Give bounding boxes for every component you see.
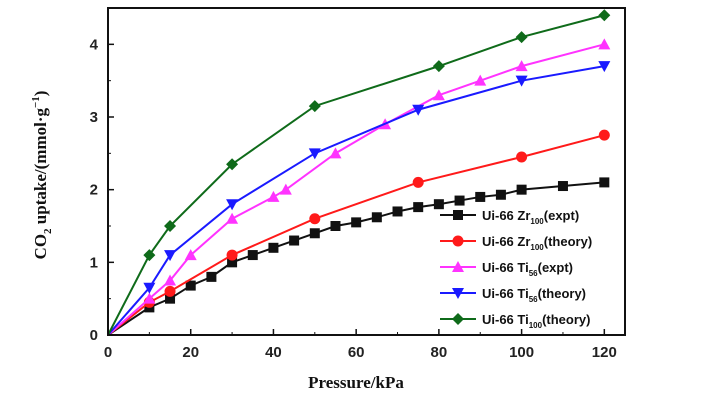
data-point	[392, 206, 403, 217]
series-line	[107, 65, 605, 336]
data-point	[143, 249, 156, 262]
data-point	[206, 271, 217, 282]
x-tick-label: 100	[509, 344, 534, 361]
data-point	[412, 104, 425, 116]
data-point	[432, 89, 445, 101]
series-4	[107, 61, 611, 336]
data-point	[226, 212, 239, 224]
data-point	[598, 38, 611, 50]
legend-label: Ui-66 Ti56(expt)	[482, 260, 573, 278]
data-point	[164, 220, 177, 232]
legend-entry-4: Ui-66 Ti56(theory)	[440, 286, 586, 304]
legend-label: Ui-66 Zr100(expt)	[482, 208, 579, 226]
data-point	[433, 199, 444, 210]
legend-entry-3: Ui-66 Ti56(expt)	[440, 260, 573, 278]
x-tick-label: 20	[182, 344, 199, 361]
data-point	[143, 292, 156, 304]
x-tick-label: 0	[104, 344, 112, 361]
data-point	[598, 129, 610, 141]
data-point	[184, 249, 197, 261]
data-point	[330, 221, 341, 231]
x-tick-label: 60	[348, 344, 365, 361]
legend: Ui-66 Zr100(expt) Ui-66 Zr100(theory) Ui-6…	[440, 208, 592, 330]
data-point	[164, 274, 177, 286]
data-point	[247, 250, 258, 261]
data-point	[454, 195, 465, 206]
data-point	[351, 217, 362, 228]
y-tick-label: 2	[90, 182, 98, 199]
y-axis-title: CO2 uptake/(mmol·g−1)	[30, 91, 54, 260]
series-line	[107, 14, 605, 336]
data-point	[185, 280, 196, 291]
data-point	[474, 74, 487, 86]
legend-marker	[453, 210, 463, 220]
data-point	[371, 212, 382, 223]
data-point	[164, 250, 177, 262]
data-point	[164, 285, 176, 297]
series-3	[107, 38, 611, 336]
data-point	[279, 183, 292, 195]
legend-marker	[452, 261, 464, 272]
data-point	[226, 158, 239, 171]
data-point	[308, 100, 321, 113]
data-point	[268, 242, 279, 253]
data-point	[495, 189, 506, 200]
data-point	[226, 249, 238, 261]
data-point	[165, 293, 176, 304]
data-point	[515, 75, 528, 87]
legend-label: Ui-66 Ti56(theory)	[482, 286, 586, 304]
legend-marker	[452, 235, 464, 247]
series-line	[107, 181, 605, 336]
data-point	[516, 184, 527, 195]
data-point	[475, 191, 486, 202]
x-tick-label: 40	[265, 344, 282, 361]
data-point	[598, 9, 611, 22]
y-axis-title-superscript: −1	[30, 96, 42, 108]
y-tick-label: 3	[90, 109, 98, 126]
legend-marker	[452, 288, 464, 299]
data-point	[412, 176, 424, 188]
series-5	[107, 9, 611, 336]
y-tick-label: 4	[90, 36, 99, 53]
data-point	[413, 202, 424, 213]
y-axis-title-prefix: CO	[31, 234, 50, 260]
y-tick-label: 0	[90, 327, 98, 344]
data-point	[557, 181, 568, 192]
data-point	[598, 61, 611, 73]
x-tick-label: 120	[592, 344, 617, 361]
data-point	[515, 31, 528, 44]
data-point	[599, 177, 610, 188]
legend-label: Ui-66 Ti100(theory)	[482, 312, 590, 330]
x-axis-title: Pressure/kPa	[308, 373, 404, 392]
series-1	[107, 177, 610, 336]
data-point	[309, 213, 321, 225]
series-2	[107, 129, 610, 336]
y-axis-title-subscript: 2	[42, 228, 54, 234]
data-point	[432, 60, 445, 73]
legend-entry-1: Ui-66 Zr100(expt)	[440, 208, 579, 226]
data-point	[516, 151, 528, 163]
y-axis-title-suffix: )	[31, 91, 50, 97]
data-point	[226, 199, 239, 211]
data-point	[143, 282, 156, 294]
legend-marker	[452, 313, 464, 325]
data-point	[515, 60, 528, 72]
data-point	[289, 235, 300, 246]
data-point	[308, 148, 321, 160]
series-layer	[107, 9, 611, 336]
y-tick-label: 1	[90, 254, 98, 271]
data-point	[309, 228, 320, 239]
axis-layer: 0 20 40 60 80 100 120 0 1 2 3 4	[90, 36, 617, 361]
legend-label: Ui-66 Zr100(theory)	[482, 234, 592, 252]
legend-entry-5: Ui-66 Ti100(theory)	[440, 312, 590, 330]
data-point	[227, 257, 238, 268]
x-tick-label: 80	[431, 344, 448, 361]
plot-frame	[107, 7, 626, 336]
y-axis-title-middle: uptake/(mmol·g	[31, 108, 50, 229]
data-point	[267, 190, 280, 202]
legend-entry-2: Ui-66 Zr100(theory)	[440, 234, 592, 252]
data-point	[329, 147, 342, 159]
